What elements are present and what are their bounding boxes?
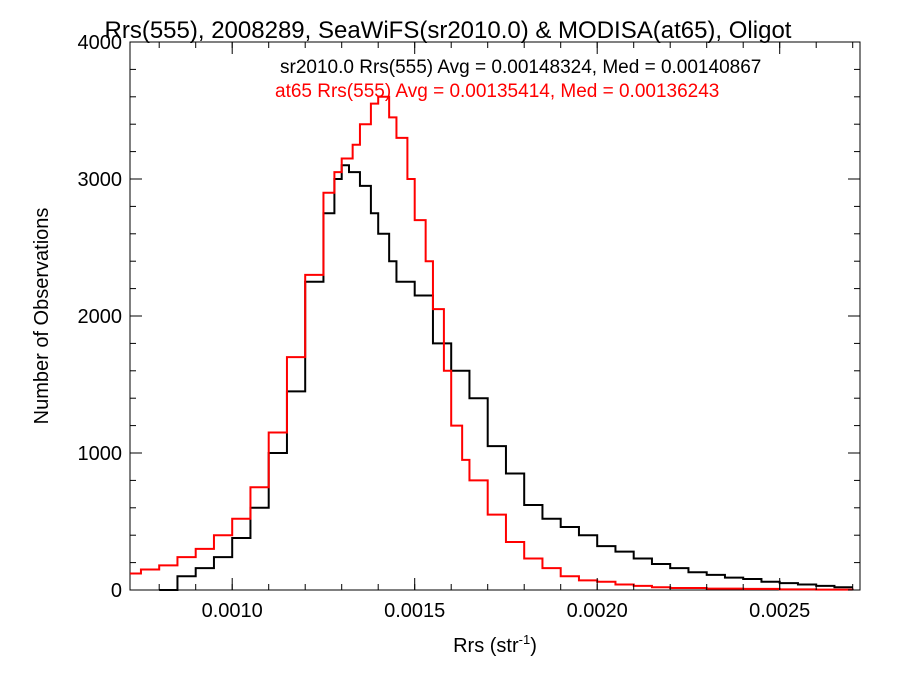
plot-frame [129,41,861,591]
series-line-at65 [130,95,854,591]
x-axis-label-close: ) [530,635,537,657]
y-axis-label: Number of Observations [31,208,53,425]
x-tick-label: 0.0015 [384,600,445,622]
plot-border [129,41,861,591]
y-tick-label: 3000 [78,169,123,191]
y-tick-label: 1000 [78,443,123,465]
x-axis: 0.0010 0.0015 0.0020 0.0025 [158,42,854,622]
y-tick-label: 2000 [78,306,123,328]
x-tick-label: 0.0010 [202,600,263,622]
x-tick-label: 0.0020 [567,600,628,622]
x-axis-label-text: Rrs (str [453,635,519,657]
x-tick-label: 0.0025 [749,600,810,622]
y-axis: 0 1000 2000 3000 4000 [78,32,860,602]
y-tick-label: 0 [111,580,122,602]
chart-title: Rrs(555), 2008289, SeaWiFS(sr2010.0) & M… [105,17,792,44]
series-layer [130,95,854,591]
x-axis-label: Rrs (str-1) [453,632,537,657]
legend-entry-at65: at65 Rrs(555) Avg = 0.00135414, Med = 0.… [275,81,719,102]
legend-entry-sr2010: sr2010.0 Rrs(555) Avg = 0.00148324, Med … [280,57,761,78]
y-tick-label: 4000 [78,32,123,54]
x-axis-label-superscript: -1 [519,632,531,647]
